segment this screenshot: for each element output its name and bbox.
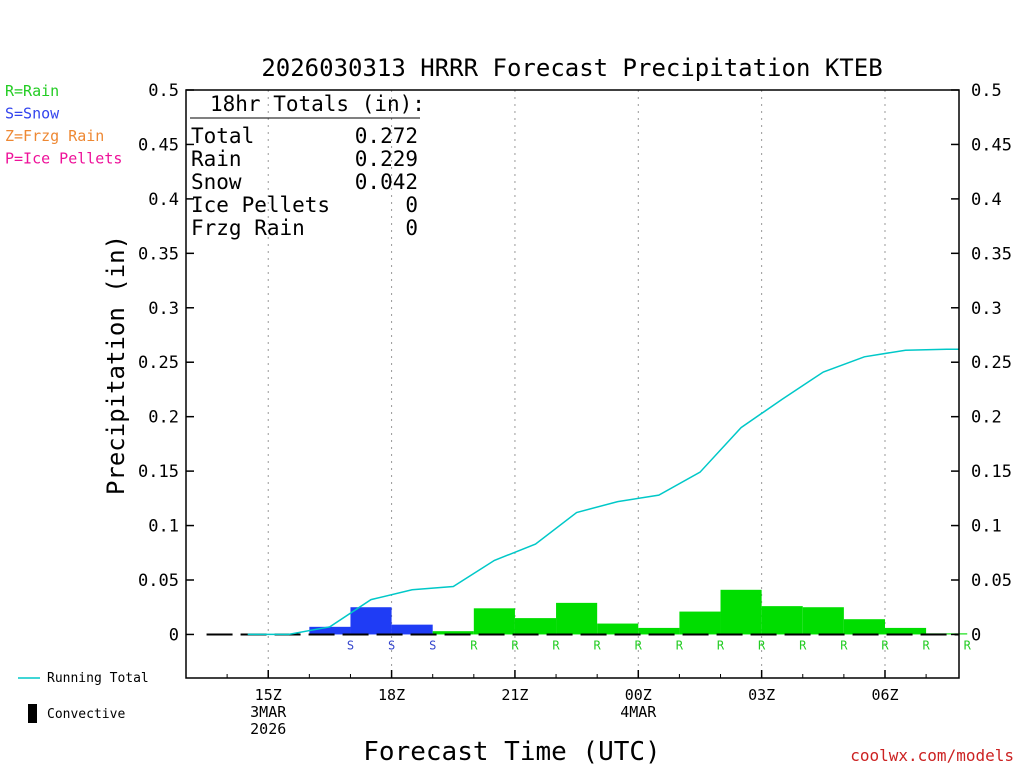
x-axis-label: Forecast Time (UTC) <box>363 737 660 767</box>
precip-bar-16 <box>884 627 927 635</box>
totals-label-1: Rain <box>191 147 242 171</box>
running-total-line <box>247 348 959 636</box>
running-total-legend-label: Running Total <box>47 671 149 686</box>
precip-bar-3 <box>350 607 392 635</box>
precip-bar-2 <box>309 626 351 635</box>
totals-header: 18hr Totals (in): <box>210 92 425 116</box>
y-tick-label-right-6: 0.3 <box>971 299 1002 319</box>
y-tick-label-right-5: 0.25 <box>971 353 1012 373</box>
x-tick-label-3-0: 00Z <box>625 686 652 704</box>
precip-bar-9 <box>597 623 639 635</box>
precip-type-label-17: R <box>964 638 972 652</box>
totals-label-3: Ice Pellets <box>191 193 330 217</box>
precip-type-label-12: R <box>758 638 766 652</box>
x-tick-label-4-0: 03Z <box>748 686 775 704</box>
totals-value-3: 0 <box>405 193 418 217</box>
precip-bar-5 <box>432 631 474 635</box>
convective-legend-swatch <box>28 704 37 723</box>
x-tick-label-5-0: 06Z <box>871 686 898 704</box>
totals-label-2: Snow <box>191 170 242 194</box>
legend-key-0: R=Rain <box>5 82 59 100</box>
y-tick-label-right-10: 0.5 <box>971 81 1002 101</box>
precip-bar-8 <box>556 602 598 635</box>
y-tick-label-right-9: 0.45 <box>971 135 1012 155</box>
x-tick-label-3-1: 4MAR <box>620 703 657 721</box>
legend-key-2: Z=Frzg Rain <box>5 127 104 145</box>
precip-type-label-2: S <box>347 638 354 652</box>
vertical-gridlines <box>267 90 886 678</box>
totals-value-0: 0.272 <box>355 124 418 148</box>
precip-type-label-14: R <box>840 638 848 652</box>
y-tick-label-left-0: 0 <box>169 625 179 645</box>
y-tick-label-left-1: 0.05 <box>138 571 179 591</box>
credit-text: coolwx.com/models <box>850 746 1014 765</box>
convective-legend: Convective <box>28 704 125 723</box>
precip-bar-6 <box>473 608 515 635</box>
precip-type-label-9: R <box>635 638 643 652</box>
precip-bar-14 <box>802 607 844 635</box>
y-tick-label-left-4: 0.2 <box>148 408 179 428</box>
y-axis-left: 0 0.05 0.1 0.15 0.2 0.25 0.3 0.35 0.4 0.45 0.5 <box>138 81 194 645</box>
precip-type-label-5: R <box>470 638 478 652</box>
precip-type-label-6: R <box>511 638 519 652</box>
precip-type-label-15: R <box>881 638 889 652</box>
precip-bar-12 <box>720 589 762 635</box>
precip-type-label-11: R <box>717 638 725 652</box>
precip-bar-7 <box>514 618 557 635</box>
precip-bar-13 <box>761 606 803 635</box>
precip-type-label-16: R <box>922 638 930 652</box>
precipitation-bars <box>309 589 968 635</box>
y-axis-label: Precipitation (in) <box>102 235 130 495</box>
precip-type-legend: R=Rain S=Snow Z=Frzg Rain P=Ice Pellets <box>5 82 122 168</box>
plot-frame <box>185 89 960 679</box>
precip-bar-4 <box>391 624 433 635</box>
precip-type-label-10: R <box>676 638 684 652</box>
precip-type-label-4: S <box>429 638 436 652</box>
chart-title: 2026030313 HRRR Forecast Precipitation K… <box>261 54 882 82</box>
y-tick-label-left-9: 0.45 <box>138 135 179 155</box>
x-tick-label-1-0: 18Z <box>378 686 405 704</box>
y-tick-label-left-10: 0.5 <box>148 81 179 101</box>
y-tick-label-left-3: 0.15 <box>138 462 179 482</box>
totals-label-0: Total <box>191 124 254 148</box>
x-tick-label-0-1: 3MAR <box>250 703 287 721</box>
precip-type-label-13: R <box>799 638 807 652</box>
y-tick-label-left-5: 0.25 <box>138 353 179 373</box>
precip-type-label-8: R <box>594 638 602 652</box>
totals-value-1: 0.229 <box>355 147 418 171</box>
y-tick-label-right-4: 0.2 <box>971 408 1002 428</box>
x-tick-label-2-0: 21Z <box>501 686 528 704</box>
y-tick-label-right-2: 0.1 <box>971 517 1002 537</box>
precip-type-label-7: R <box>552 638 560 652</box>
totals-box: 18hr Totals (in): Total 0.272 Rain 0.229 Sno… <box>190 92 425 240</box>
precip-bar-11 <box>679 611 721 635</box>
y-tick-label-left-8: 0.4 <box>148 190 179 210</box>
precip-bar-10 <box>638 627 680 635</box>
running-total-legend: Running Total <box>18 671 149 686</box>
x-tick-label-0-2: 2026 <box>250 720 286 738</box>
convective-legend-label: Convective <box>47 707 125 722</box>
y-tick-label-right-1: 0.05 <box>971 571 1012 591</box>
y-tick-label-right-0: 0 <box>971 625 981 645</box>
precip-bar-17 <box>926 633 968 635</box>
y-tick-label-right-3: 0.15 <box>971 462 1012 482</box>
x-tick-label-0-0: 15Z <box>255 686 282 704</box>
precip-bar-15 <box>843 619 885 635</box>
y-tick-label-right-8: 0.4 <box>971 190 1002 210</box>
legend-key-1: S=Snow <box>5 105 60 123</box>
totals-rows: Total 0.272 Rain 0.229 Snow 0.042 Ice Pellets 0… <box>191 124 418 240</box>
precip-type-label-3: S <box>388 638 395 652</box>
y-tick-label-left-6: 0.3 <box>148 299 179 319</box>
y-tick-label-right-7: 0.35 <box>971 244 1012 264</box>
totals-value-4: 0 <box>405 216 418 240</box>
totals-label-4: Frzg Rain <box>191 216 305 240</box>
y-tick-label-left-2: 0.1 <box>148 517 179 537</box>
totals-value-2: 0.042 <box>355 170 418 194</box>
legend-key-3: P=Ice Pellets <box>5 150 122 168</box>
y-axis-right: 0 0.05 0.1 0.15 0.2 0.25 0.3 0.35 0.4 0.45 0.5 <box>951 81 1012 645</box>
y-tick-label-left-7: 0.35 <box>138 244 179 264</box>
